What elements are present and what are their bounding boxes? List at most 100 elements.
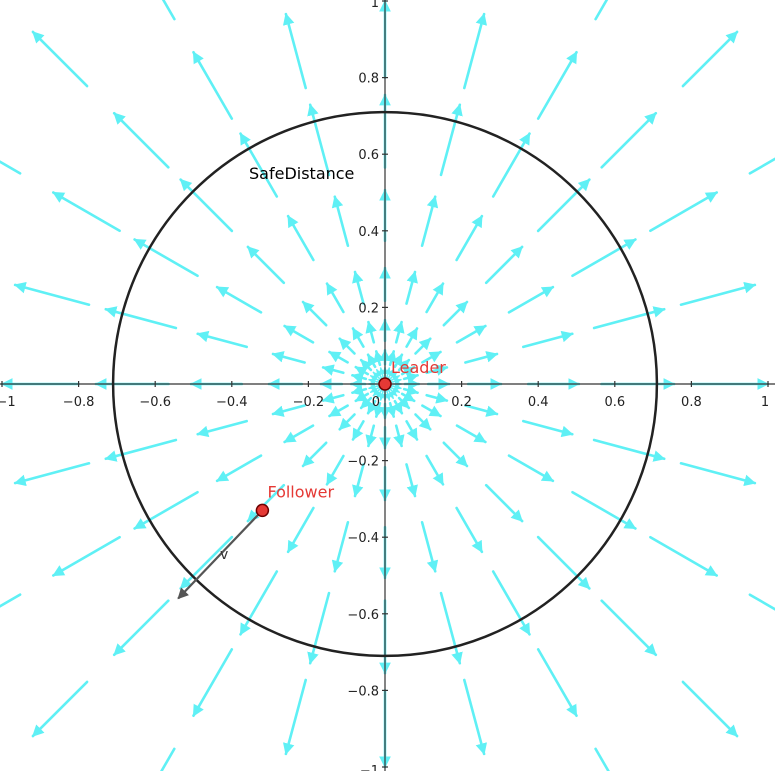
field-arrow [405, 270, 418, 305]
field-arrow [439, 103, 463, 177]
field-arrow [455, 214, 484, 262]
x-tick-label: 0.6 [604, 395, 625, 410]
field-arrow [366, 353, 379, 369]
field-arrow [748, 157, 775, 175]
field-arrow [439, 591, 463, 665]
field-arrow [133, 238, 199, 278]
field-arrow [571, 490, 637, 530]
field-arrow [405, 463, 418, 498]
field-arrow [600, 111, 658, 169]
x-tick-label: −0.6 [139, 395, 171, 410]
field-arrow [351, 420, 365, 441]
field-arrow [351, 384, 368, 396]
field-arrow [365, 424, 377, 448]
safe-distance-circle [111, 110, 659, 658]
field-arrow [491, 132, 531, 198]
field-arrow [13, 281, 91, 307]
field-arrow [246, 245, 286, 285]
field-arrow [373, 350, 385, 367]
field-arrow [359, 396, 373, 410]
field-arrow [286, 506, 315, 554]
y-tick-label: 0.8 [358, 72, 379, 87]
velocity-arrow [177, 509, 264, 600]
field-arrow [397, 396, 411, 410]
field-arrow [536, 178, 591, 233]
field-arrow [31, 30, 89, 88]
field-arrow [161, 0, 176, 21]
field-arrow [359, 358, 373, 372]
field-arrow [681, 30, 739, 88]
y-tick-label: −0.2 [347, 455, 379, 470]
field-arrow [748, 593, 775, 611]
field-arrow [414, 413, 432, 431]
field-arrow [328, 350, 349, 364]
field-arrow [679, 281, 757, 307]
x-tick-label: −0.4 [216, 395, 248, 410]
field-arrow [592, 438, 666, 462]
field-arrow [391, 399, 404, 415]
field-arrow [13, 461, 91, 487]
field-arrow [307, 591, 331, 665]
field-arrow [420, 520, 439, 573]
follower-label: Follower [267, 482, 334, 501]
field-arrow [352, 463, 365, 498]
field-arrow [104, 438, 178, 462]
follower-point[interactable] [255, 503, 270, 518]
field-arrow [405, 327, 419, 348]
y-tick-label: 1 [371, 0, 379, 11]
field-arrow [649, 535, 719, 577]
field-arrow [425, 364, 449, 376]
x-axis-ticks: −1 −0.8 −0.6 −0.4 −0.2 0 0.2 0.4 0.6 0.8 1 [0, 381, 769, 410]
field-arrow [196, 419, 248, 438]
field-arrow [425, 392, 449, 404]
field-arrow [365, 320, 377, 344]
leader-point[interactable] [378, 377, 392, 391]
field-arrow [0, 593, 22, 608]
field-arrow [592, 306, 666, 330]
field-arrow [681, 680, 739, 738]
y-tick-label: 0.2 [358, 301, 379, 316]
field-arrow [391, 353, 404, 369]
field-arrow [271, 404, 306, 417]
field-arrow [390, 383, 402, 391]
field-arrow [366, 399, 379, 415]
field-arrow [425, 282, 445, 314]
field-arrow [402, 384, 419, 396]
field-arrow [331, 520, 350, 573]
field-arrow [301, 300, 328, 327]
y-tick-label: 0.4 [358, 225, 379, 240]
y-tick-label: −0.6 [347, 608, 379, 623]
field-arrow [442, 300, 469, 327]
field-arrow [536, 535, 591, 590]
field-arrow [421, 350, 442, 364]
x-tick-label: 0.8 [681, 395, 702, 410]
field-arrow [338, 413, 356, 431]
field-arrow [307, 103, 331, 177]
field-arrow [157, 747, 176, 776]
field-arrow [338, 337, 356, 355]
field-arrow [373, 401, 385, 418]
field-arrow [112, 111, 170, 169]
x-tick-label: 0.4 [528, 395, 549, 410]
y-tick-label: −1 [360, 764, 379, 771]
field-arrow [271, 351, 306, 364]
field-arrow [354, 365, 370, 378]
field-arrow [464, 404, 499, 417]
field-arrow [351, 327, 365, 348]
field-arrow [352, 270, 365, 305]
field-arrow [421, 404, 442, 418]
field-arrow [354, 390, 370, 403]
field-arrow [328, 404, 349, 418]
field-arrow [331, 195, 350, 247]
field-arrow [104, 306, 178, 330]
field-arrow [112, 599, 170, 657]
field-arrow [484, 483, 524, 523]
field-arrow [215, 285, 263, 314]
field-arrow [283, 424, 315, 444]
field-arrow [600, 599, 658, 657]
velocity-label: v [220, 547, 228, 563]
field-arrow [491, 570, 531, 636]
field-arrow [507, 454, 555, 483]
y-tick-label: −0.4 [347, 531, 379, 546]
